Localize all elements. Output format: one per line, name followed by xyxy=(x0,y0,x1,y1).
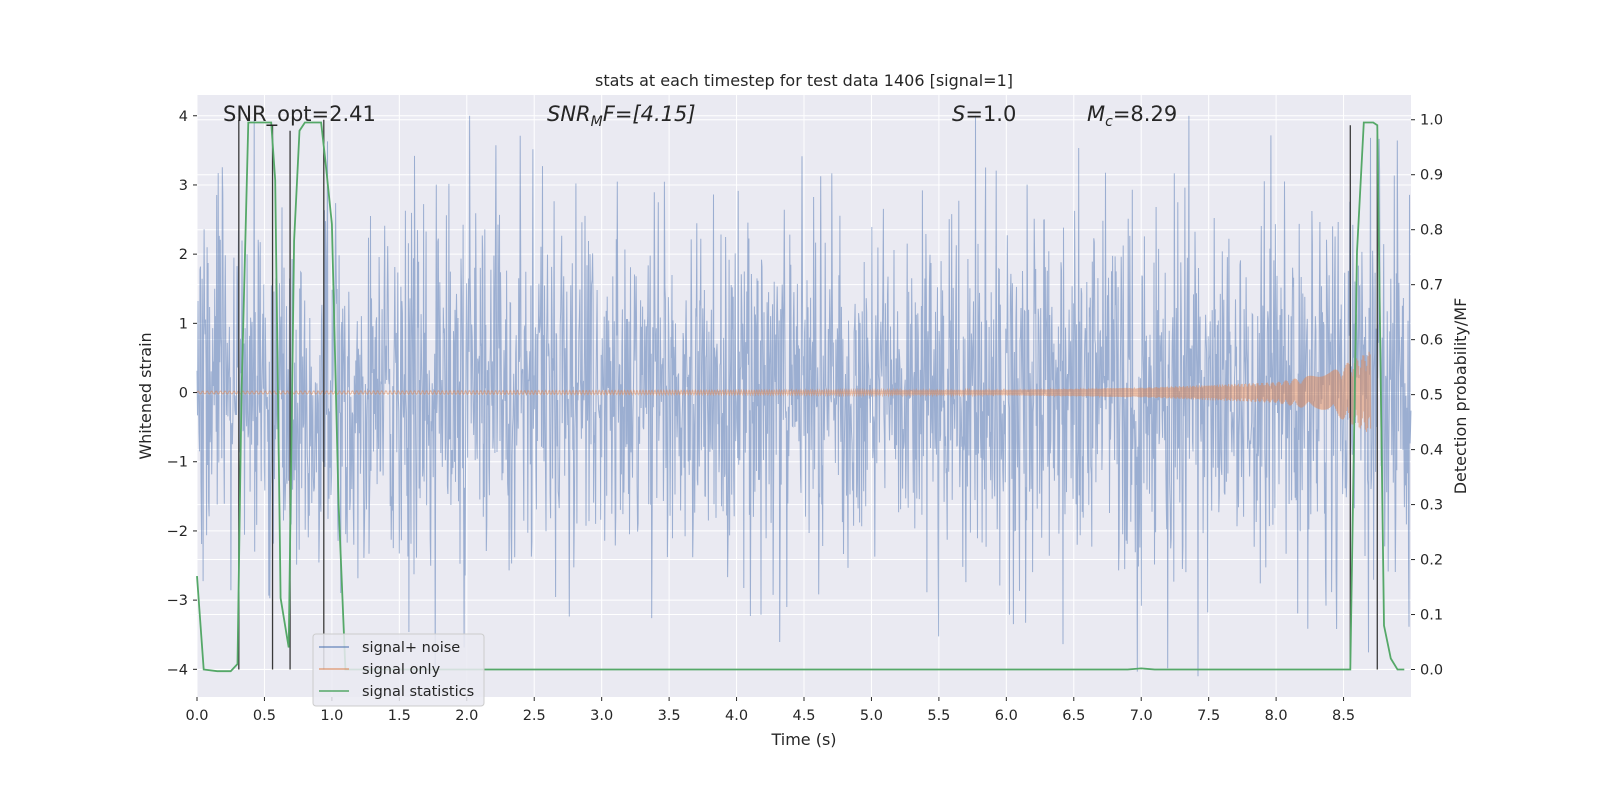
mc-value: =8.29 xyxy=(1113,102,1177,126)
x-tick-label: 5.0 xyxy=(860,708,883,724)
mc-subscript: c xyxy=(1105,114,1113,130)
x-tick-label: 0.5 xyxy=(253,708,276,724)
x-tick-label: 3.5 xyxy=(658,708,681,724)
y-tick-label: 0 xyxy=(179,386,188,402)
x-tick-label: 6.0 xyxy=(995,708,1018,724)
x-tick-label: 8.0 xyxy=(1265,708,1288,724)
x-tick-label: 1.0 xyxy=(320,708,343,724)
x-tick-label: 2.0 xyxy=(455,708,478,724)
y2-axis-label: Detection probability/MF xyxy=(1451,298,1470,495)
series-signal-statistics xyxy=(196,121,1405,673)
y2-tick-label: 0.6 xyxy=(1420,333,1443,349)
signal-noise-line xyxy=(196,115,1412,677)
y2-tick-label: 0.3 xyxy=(1420,498,1443,514)
snr-mf-f: F=[4.15] xyxy=(603,102,696,126)
snr-opt-annotation: SNR_opt=2.41 xyxy=(223,102,376,127)
y2-tick-label: 0.7 xyxy=(1420,278,1443,294)
mc-symbol: M xyxy=(1087,102,1105,126)
y2-axis-ticks: 1.0 0.9 0.8 0.7 0.6 0.5 0.4 0.3 0.2 0.1 0.0 xyxy=(1411,113,1443,679)
y2-tick-label: 0.4 xyxy=(1420,443,1443,459)
legend-label-signal-statistics: signal statistics xyxy=(362,684,474,700)
y2-tick-label: 0.2 xyxy=(1420,553,1443,569)
x-tick-label: 2.5 xyxy=(523,708,546,724)
x-tick-label: 7.0 xyxy=(1130,708,1153,724)
snr-mf-base: SNR xyxy=(547,102,591,126)
signal-only-line xyxy=(196,351,1372,432)
x-tick-label: 4.0 xyxy=(725,708,748,724)
s-symbol: S xyxy=(952,102,965,126)
series-signal-noise xyxy=(196,115,1412,677)
x-tick-label: 5.5 xyxy=(927,708,950,724)
y2-tick-label: 0.0 xyxy=(1420,663,1443,679)
mc-annotation: Mc=8.29 xyxy=(1087,102,1177,130)
x-axis-label: Time (s) xyxy=(770,730,836,749)
y-tick-label: 4 xyxy=(179,109,188,125)
x-axis-ticks: 0.0 0.5 1.0 1.5 2.0 2.5 3.0 3.5 4.0 4.5 5.0 5.5 6.0 6… xyxy=(185,697,1355,724)
y-axis-ticks: 4 3 2 1 0 −1 −2 −3 −4 xyxy=(167,109,197,678)
y2-tick-label: 0.8 xyxy=(1420,223,1443,239)
y-axis-label: Whitened strain xyxy=(136,332,155,459)
snr-mf-subscript: M xyxy=(591,114,603,130)
y-tick-label: −2 xyxy=(167,524,188,540)
y-tick-label: −4 xyxy=(167,662,188,678)
y-tick-label: −1 xyxy=(167,455,188,471)
x-tick-label: 1.5 xyxy=(388,708,411,724)
legend-box xyxy=(312,633,485,707)
series-signal-only xyxy=(196,351,1372,432)
y-tick-label: 2 xyxy=(179,247,188,263)
y2-tick-label: 1.0 xyxy=(1420,113,1443,129)
y-tick-label: 3 xyxy=(179,178,188,194)
snr-mf-annotation: SNRMF=[4.15] xyxy=(547,102,696,130)
y-tick-label: −3 xyxy=(167,593,188,609)
y-tick-label: 1 xyxy=(179,316,188,332)
s-value: =1.0 xyxy=(965,102,1016,126)
y2-tick-label: 0.1 xyxy=(1420,608,1443,624)
legend-label-signal-noise: signal+ noise xyxy=(362,640,460,656)
signal-statistics-line xyxy=(196,121,1405,673)
x-tick-label: 3.0 xyxy=(590,708,613,724)
x-tick-label: 8.5 xyxy=(1332,708,1355,724)
legend-label-signal-only: signal only xyxy=(362,662,441,678)
x-tick-label: 0.0 xyxy=(185,708,208,724)
x-tick-label: 6.5 xyxy=(1062,708,1085,724)
x-tick-label: 7.5 xyxy=(1197,708,1220,724)
x-tick-label: 4.5 xyxy=(792,708,815,724)
y2-tick-label: 0.5 xyxy=(1420,388,1443,404)
y2-tick-label: 0.9 xyxy=(1420,168,1443,184)
s-annotation: S=1.0 xyxy=(952,102,1016,126)
legend: signal+ noise signal only signal statist… xyxy=(312,633,485,707)
chart-title: stats at each timestep for test data 140… xyxy=(595,71,1013,90)
